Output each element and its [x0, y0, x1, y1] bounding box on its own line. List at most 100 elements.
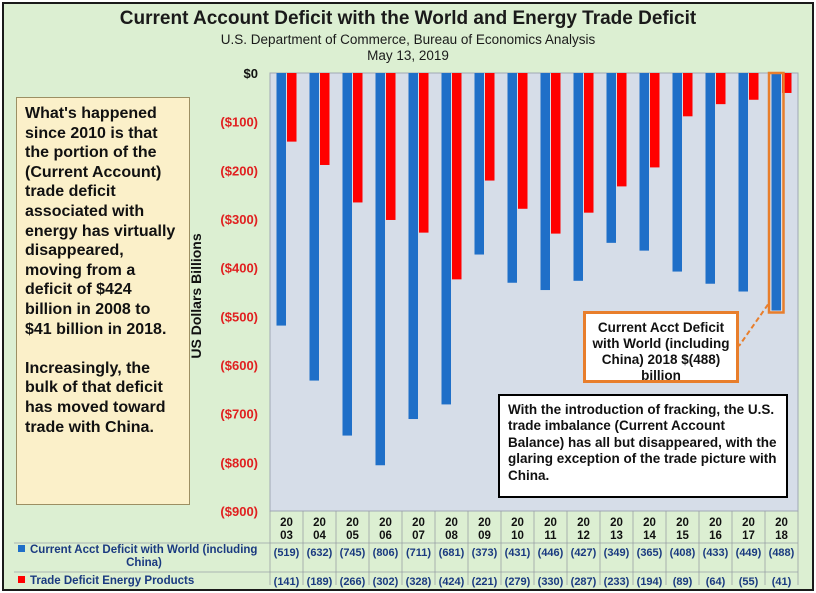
legend-swatch-current-account [18, 545, 25, 552]
bar-energy [551, 73, 561, 234]
table-value-energy: (189) [307, 576, 333, 588]
x-tick-label-bottom: 12 [577, 530, 590, 542]
bar-energy [485, 73, 495, 181]
bar-current-account [573, 73, 583, 281]
bar-energy [452, 73, 462, 280]
x-tick-label-top: 20 [775, 517, 788, 529]
x-tick-label-top: 20 [610, 517, 623, 529]
y-tick-label: ($800) [220, 455, 258, 470]
bar-current-account [606, 73, 616, 243]
x-tick-label-bottom: 16 [709, 530, 722, 542]
legend-label-energy: Trade Deficit Energy Products [30, 575, 195, 587]
table-value-energy: (266) [340, 576, 366, 588]
table-value-energy: (424) [439, 576, 465, 588]
callout-2018-current-account: Current Acct Deficit with World (includi… [583, 311, 739, 383]
x-tick-label-bottom: 10 [511, 530, 524, 542]
bar-current-account [639, 73, 649, 251]
x-tick-label-top: 20 [445, 517, 458, 529]
table-value-current-account: (433) [703, 547, 729, 559]
bar-energy [650, 73, 660, 168]
x-tick-label-top: 20 [511, 517, 524, 529]
x-tick-label-top: 20 [742, 517, 755, 529]
legend-swatch-energy [18, 576, 25, 583]
y-tick-label: $0 [244, 66, 258, 81]
x-tick-label-top: 20 [676, 517, 689, 529]
table-value-energy: (141) [274, 576, 300, 588]
legend-energy: Trade Deficit Energy Products [18, 575, 270, 587]
bar-energy [716, 73, 726, 105]
x-tick-label-top: 20 [379, 517, 392, 529]
table-value-current-account: (365) [637, 547, 663, 559]
bar-current-account [705, 73, 715, 284]
bar-current-account [309, 73, 319, 381]
x-tick-label-bottom: 04 [313, 530, 326, 542]
bar-current-account [507, 73, 517, 283]
x-tick-label-top: 20 [478, 517, 491, 529]
bar-energy [320, 73, 330, 165]
y-tick-label: ($100) [220, 115, 258, 130]
x-tick-label-top: 20 [544, 517, 557, 529]
table-value-energy: (194) [637, 576, 663, 588]
table-value-current-account: (632) [307, 547, 333, 559]
table-value-energy: (64) [706, 576, 726, 588]
x-tick-label-bottom: 09 [478, 530, 491, 542]
table-value-energy: (221) [472, 576, 498, 588]
table-value-energy: (55) [739, 576, 759, 588]
x-tick-label-bottom: 13 [610, 530, 623, 542]
bar-current-account [672, 73, 682, 272]
legend-label-current-account-line2: China) [126, 557, 162, 569]
table-value-current-account: (373) [472, 547, 498, 559]
table-value-current-account: (806) [373, 547, 399, 559]
table-value-energy: (287) [571, 576, 597, 588]
chart-title: Current Account Deficit with the World a… [119, 8, 697, 29]
bar-energy [683, 73, 693, 117]
y-tick-label: ($500) [220, 309, 258, 324]
table-value-current-account: (427) [571, 547, 597, 559]
x-tick-label-bottom: 11 [544, 530, 557, 542]
x-tick-label-bottom: 17 [742, 530, 755, 542]
bar-current-account [738, 73, 748, 292]
table-value-energy: (41) [772, 576, 792, 588]
bar-energy [749, 73, 759, 100]
bar-current-account [375, 73, 385, 466]
table-value-current-account: (446) [538, 547, 564, 559]
x-tick-label-top: 20 [643, 517, 656, 529]
x-tick-label-top: 20 [577, 517, 590, 529]
y-tick-label: ($200) [220, 163, 258, 178]
table-value-current-account: (519) [274, 547, 300, 559]
y-tick-label: ($600) [220, 358, 258, 373]
x-tick-label-bottom: 18 [775, 530, 788, 542]
x-tick-label-bottom: 05 [346, 530, 359, 542]
table-value-current-account: (449) [736, 547, 762, 559]
bar-energy [617, 73, 627, 187]
callout-fracking-note: With the introduction of fracking, the U… [498, 394, 788, 498]
bar-current-account [771, 73, 781, 311]
x-tick-label-bottom: 15 [676, 530, 689, 542]
x-tick-label-bottom: 14 [643, 530, 656, 542]
y-tick-label: ($400) [220, 261, 258, 276]
table-value-energy: (233) [604, 576, 630, 588]
highlight-2018-bar [767, 71, 785, 314]
y-tick-label: ($300) [220, 212, 258, 227]
x-tick-label-top: 20 [280, 517, 293, 529]
bar-energy [353, 73, 363, 203]
callout-leader-line [738, 303, 769, 347]
x-tick-label-top: 20 [313, 517, 326, 529]
left-annotation-paragraph-2: Increasingly, the bulk of that deficit h… [25, 359, 166, 436]
table-value-current-account: (681) [439, 547, 465, 559]
x-tick-label-bottom: 08 [445, 530, 458, 542]
legend-label-current-account-line1: Current Acct Deficit with World (includi… [30, 544, 258, 556]
bar-energy [782, 73, 792, 93]
bar-current-account [441, 73, 451, 405]
chart-date: May 13, 2019 [367, 48, 449, 63]
x-tick-label-bottom: 07 [412, 530, 425, 542]
y-tick-label: ($900) [220, 504, 258, 519]
bar-current-account [276, 73, 286, 326]
table-value-energy: (330) [538, 576, 564, 588]
x-tick-label-bottom: 06 [379, 530, 392, 542]
bar-energy [287, 73, 297, 142]
table-value-energy: (328) [406, 576, 432, 588]
bar-current-account [474, 73, 484, 255]
table-value-energy: (302) [373, 576, 399, 588]
left-annotation-box: What's happened since 2010 is that the p… [16, 97, 190, 505]
